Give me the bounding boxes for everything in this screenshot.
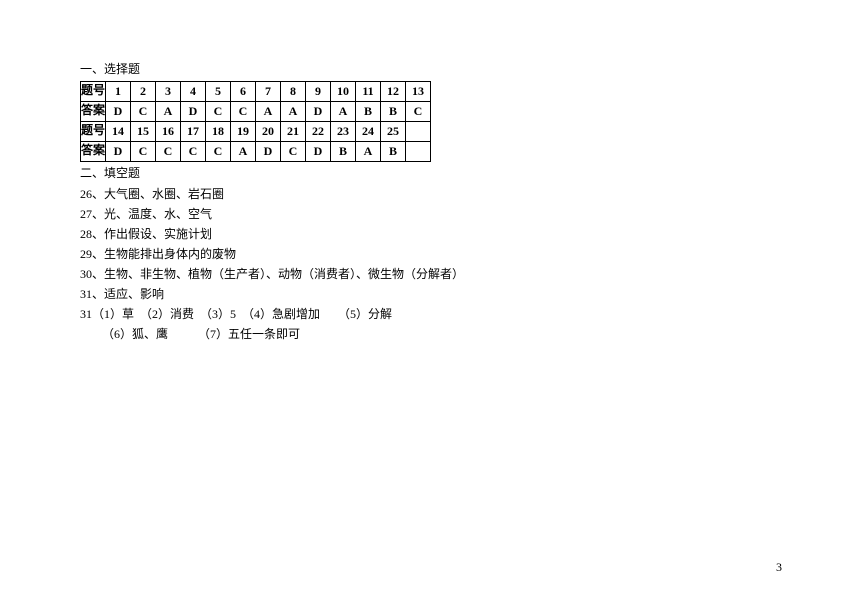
cell: D [306, 142, 331, 162]
cell: A [356, 142, 381, 162]
answer-table: 题号 1 2 3 4 5 6 7 8 9 10 11 12 13 答案 D C … [80, 81, 431, 162]
cell: 4 [181, 82, 206, 102]
cell: 8 [281, 82, 306, 102]
page-number: 3 [776, 560, 782, 575]
answer-line: 31、适应、影响 [80, 285, 762, 302]
cell: C [131, 102, 156, 122]
cell: B [331, 142, 356, 162]
table-row: 答案 D C A D C C A A D A B B C [81, 102, 431, 122]
cell: C [206, 102, 231, 122]
cell: 17 [181, 122, 206, 142]
answer-line: 28、作出假设、实施计划 [80, 225, 762, 242]
cell: D [106, 102, 131, 122]
section1-title: 一、选择题 [80, 60, 762, 77]
cell: B [356, 102, 381, 122]
cell: 9 [306, 82, 331, 102]
cell: 3 [156, 82, 181, 102]
cell: 23 [331, 122, 356, 142]
cell: C [131, 142, 156, 162]
cell: C [231, 102, 256, 122]
cell [406, 122, 431, 142]
cell: 16 [156, 122, 181, 142]
cell: 13 [406, 82, 431, 102]
cell: 25 [381, 122, 406, 142]
table-row: 题号 14 15 16 17 18 19 20 21 22 23 24 25 [81, 122, 431, 142]
answer-line: 29、生物能排出身体内的废物 [80, 245, 762, 262]
cell: A [156, 102, 181, 122]
cell: 12 [381, 82, 406, 102]
cell: D [106, 142, 131, 162]
row-label: 答案 [81, 142, 106, 162]
cell: D [256, 142, 281, 162]
cell: 21 [281, 122, 306, 142]
answer-line: 26、大气圈、水圈、岩石圈 [80, 185, 762, 202]
cell: 22 [306, 122, 331, 142]
cell: C [156, 142, 181, 162]
table-row: 题号 1 2 3 4 5 6 7 8 9 10 11 12 13 [81, 82, 431, 102]
cell: 1 [106, 82, 131, 102]
cell: 18 [206, 122, 231, 142]
cell: 6 [231, 82, 256, 102]
cell: C [181, 142, 206, 162]
cell: 2 [131, 82, 156, 102]
cell: 15 [131, 122, 156, 142]
cell: 11 [356, 82, 381, 102]
cell: D [181, 102, 206, 122]
cell: 5 [206, 82, 231, 102]
cell: 7 [256, 82, 281, 102]
row-label: 答案 [81, 102, 106, 122]
cell: A [281, 102, 306, 122]
cell: 10 [331, 82, 356, 102]
answer-line: 31（1）草 （2）消费 （3）5 （4）急剧增加 （5）分解 [80, 305, 762, 322]
cell: A [231, 142, 256, 162]
cell: B [381, 142, 406, 162]
cell: A [256, 102, 281, 122]
row-label: 题号 [81, 122, 106, 142]
cell: D [306, 102, 331, 122]
cell: 14 [106, 122, 131, 142]
cell: 20 [256, 122, 281, 142]
cell: C [206, 142, 231, 162]
answer-line: 30、生物、非生物、植物（生产者）、动物（消费者）、微生物（分解者） [80, 265, 762, 282]
cell: C [281, 142, 306, 162]
section2-title: 二、填空题 [80, 164, 762, 181]
cell: C [406, 102, 431, 122]
answer-line: 27、光、温度、水、空气 [80, 205, 762, 222]
row-label: 题号 [81, 82, 106, 102]
answer-line: （6）狐、鹰 （7）五任一条即可 [80, 325, 762, 342]
cell: A [331, 102, 356, 122]
cell [406, 142, 431, 162]
table-row: 答案 D C C C C A D C D B A B [81, 142, 431, 162]
fill-answers: 26、大气圈、水圈、岩石圈 27、光、温度、水、空气 28、作出假设、实施计划 … [80, 185, 762, 342]
cell: 19 [231, 122, 256, 142]
cell: B [381, 102, 406, 122]
cell: 24 [356, 122, 381, 142]
